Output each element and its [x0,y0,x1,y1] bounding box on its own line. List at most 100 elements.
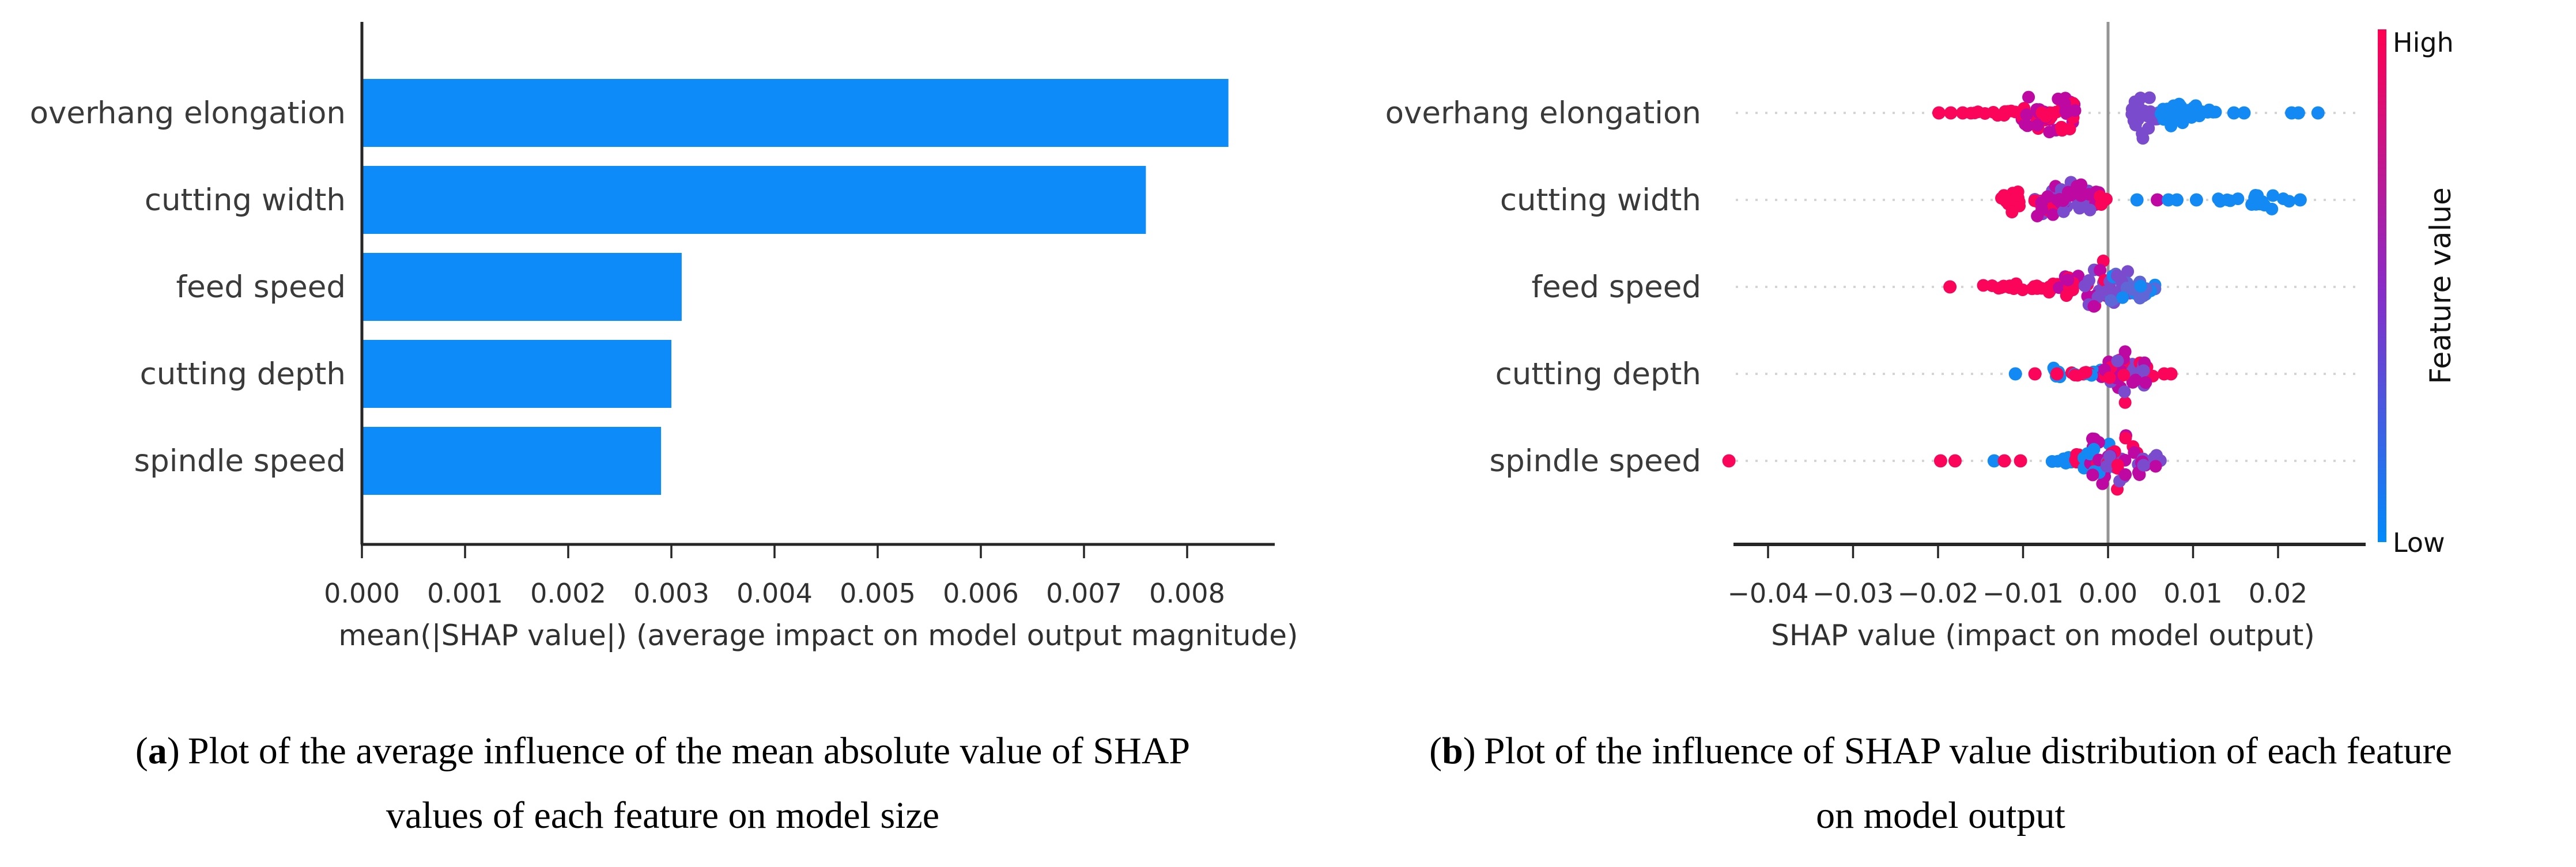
bar-chart: 0.000 0.001 0.002 0.003 0.004 0.005 0.006 0.007… [30,22,1298,652]
caption-a-marker: (a) [135,730,180,772]
shap-point [2046,208,2060,221]
shap-point [2231,192,2245,206]
beeswarm-x-axis-title: SHAP value (impact on model output) [1771,619,2315,652]
feature-value-colorbar: High Low Feature value [2378,27,2457,558]
beeswarm-category-label: cutting width [1500,183,1701,218]
shap-point [1968,106,1981,119]
shap-point [2128,446,2141,459]
shap-point [2100,460,2113,473]
shap-point [2160,103,2174,116]
caption-a-line1: (a) Plot of the average influence of the … [14,719,1311,783]
beeswarm-row-cutting-depth [2008,345,2178,409]
shap-point-outlier [2311,106,2325,120]
bar-category-label: overhang elongation [30,96,346,131]
beeswarm-category-label: overhang elongation [1385,96,1701,131]
shap-point [2174,100,2188,113]
beeswarm-row-overhang-elongation [1932,90,2325,145]
shap-point [2056,124,2069,137]
shap-point [2118,385,2131,399]
shap-point [2068,104,2082,117]
shap-point [2277,192,2290,205]
shap-point-outlier [2189,193,2203,207]
bar-x-tick-label: 0.004 [736,578,813,609]
shap-point [2078,279,2091,293]
shap-point [2116,291,2129,304]
shap-point [2058,97,2071,110]
shap-point-outlier [1997,454,2011,468]
beeswarm-row-feed-speed [1943,254,2162,313]
shap-point [2022,90,2035,104]
shap-point [2201,105,2214,119]
shap-point-outlier [2164,367,2178,381]
shap-point-outlier [1987,454,2001,468]
bar-category-label: cutting depth [140,357,346,392]
beeswarm-x-tick-label: 0.02 [2249,578,2307,609]
bar-x-tick-label: 0.007 [1046,578,1122,609]
shap-point [2104,294,2117,307]
bar-category-label: cutting width [145,183,346,218]
shap-point [2118,396,2132,409]
beeswarm-x-tick-label: −0.02 [1898,578,1979,609]
caption-b-line2: on model output [1816,794,2065,836]
shap-point [2133,468,2146,482]
bar-overhang-elongation [362,79,1229,147]
beeswarm-category-label: feed speed [1532,270,1701,305]
caption-b-line1: (b) Plot of the influence of SHAP value d… [1317,719,2564,783]
shap-point-outlier [1956,106,1970,120]
shap-point [2134,92,2147,105]
bar-category-label: spindle speed [134,444,346,479]
colorbar-high-label: High [2393,27,2454,58]
shap-point [2086,468,2099,482]
shap-point [2083,203,2097,217]
beeswarm-row-spindle-speed [1722,429,2167,496]
shap-point-outlier [2293,193,2307,207]
shap-point [2137,104,2150,118]
shap-point-outlier [2170,193,2184,207]
shap-point-outlier [2028,367,2042,381]
shap-point [2164,113,2177,126]
shap-point [2075,178,2088,191]
beeswarm-chart: −0.04 −0.03 −0.02 −0.01 0.00 0.01 0.02 overhang… [1385,22,2366,652]
shap-point-outlier [2237,106,2251,120]
shap-point [2003,279,2016,293]
bar-x-tick-label: 0.001 [427,578,503,609]
shap-point-outlier [1933,454,1947,468]
caption-b-text1: Plot of the influence of SHAP value dist… [1483,730,2452,772]
beeswarm-x-tick-label: −0.01 [1982,578,2064,609]
shap-point [2005,206,2019,219]
bar-cutting-depth [362,340,671,408]
shap-point [2073,202,2086,215]
shap-point [1997,109,2011,122]
bar-x-tick-label: 0.000 [324,578,400,609]
beeswarm-row-cutting-width [1995,176,2307,222]
shap-point [2139,376,2152,389]
shap-point [2137,364,2150,377]
shap-point [2125,103,2139,116]
shap-point [2136,127,2149,140]
bar-category-label: feed speed [176,270,346,305]
shap-point-outlier [1944,106,1958,120]
bar-cutting-width [362,166,1146,234]
shap-point-outlier [1943,280,1957,294]
shap-point [2149,460,2162,473]
shap-point [2086,432,2099,445]
shap-point-outlier [2098,193,2112,207]
shap-point-outlier [1722,454,1736,468]
shap-point-outlier [2227,106,2241,120]
beeswarm-x-tick-label: −0.03 [1812,578,1894,609]
shap-point [2043,126,2056,139]
shap-point [2035,196,2048,209]
shap-point [2028,280,2041,293]
bar-x-tick-label: 0.006 [943,578,1019,609]
shap-point [2061,273,2075,286]
shap-point [2020,108,2033,122]
shap-point [2129,373,2142,387]
colorbar-gradient [2378,29,2386,542]
shap-point [2011,188,2024,202]
shap-point [2267,189,2280,202]
shap-point [2019,118,2032,131]
shap-point-outlier [2014,454,2027,468]
shap-point [2057,205,2070,218]
bar-spindle-speed [362,427,662,495]
